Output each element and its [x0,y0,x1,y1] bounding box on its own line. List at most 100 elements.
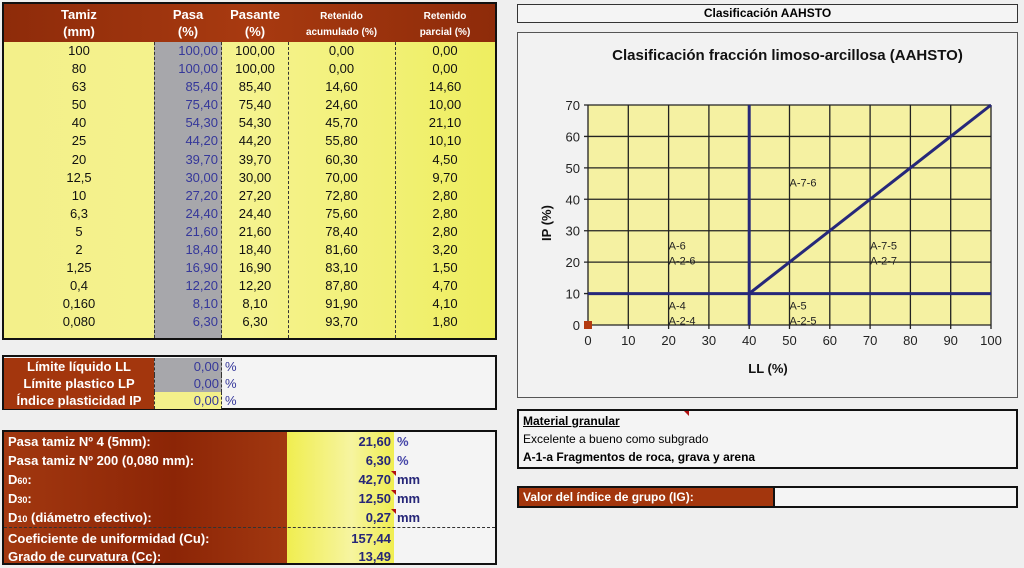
retenido-parcial-cell: 0,00 [432,61,458,77]
x-axis-label: LL (%) [748,361,787,376]
limit-row-ll: Límite líquido LL 0,00 % [4,358,495,375]
pasante-cell: 75,40 [238,97,272,113]
pasa-input[interactable]: 44,20 [185,133,218,149]
group-index-label: Valor del índice de grupo (IG): [519,488,775,506]
retenido-acumulado-cell: 81,60 [325,242,358,258]
x-tick-label: 90 [943,333,957,348]
param-label: D10 (diámetro efectivo): [8,510,152,525]
table-row: 0,4 12,20 12,20 87,80 4,70 [4,277,495,295]
table-row: 50 75,40 75,40 24,60 10,00 [4,96,495,114]
comment-indicator-icon[interactable] [391,471,396,476]
y-tick-label: 50 [566,161,580,176]
retenido-acumulado-cell: 0,00 [328,61,355,77]
tamiz-cell: 0,160 [62,296,96,312]
x-tick-label: 80 [903,333,917,348]
param-value: 0,27 [365,510,391,525]
group-index: Valor del índice de grupo (IG): [517,486,1018,508]
pasa-input[interactable]: 27,20 [185,187,218,203]
limit-label: Límite líquido LL [4,358,154,375]
param-label: Pasa tamiz Nº 200 (0,080 mm): [8,453,195,468]
pasa-input[interactable]: 85,40 [185,79,218,95]
params-divider [4,527,495,528]
pasa-input[interactable]: 6,30 [192,314,218,330]
retenido-parcial-cell: 4,50 [432,151,458,167]
pasa-input[interactable]: 100,00 [178,61,218,77]
pasa-input[interactable]: 8,10 [192,296,218,312]
retenido-parcial-cell: 0,00 [432,43,458,58]
limit-label: Índice plasticidad IP [4,392,154,409]
table-row: 2 18,40 18,40 81,60 3,20 [4,241,495,259]
param-unit: mm [397,510,421,525]
param-value: 6,30 [365,453,391,468]
pasa-input[interactable]: 75,40 [185,97,218,113]
pasa-input[interactable]: 54,30 [185,115,218,131]
header-retenido-parcial: Retenido parcial (%) [419,11,471,38]
ll-input[interactable]: 0,00 [154,358,222,375]
pasa-input[interactable]: 100,00 [178,43,218,58]
comment-indicator-icon[interactable] [684,411,689,416]
param-label: D60: [8,472,32,487]
retenido-parcial-cell: 1,50 [432,260,458,276]
retenido-parcial-cell: 4,10 [432,296,458,312]
result-title: Material granular [523,414,620,428]
table-row: 100 100,00 100,00 0,00 0,00 [4,42,495,60]
pasa-input[interactable]: 39,70 [185,151,218,167]
x-tick-label: 70 [863,333,877,348]
pasa-input[interactable]: 24,40 [185,205,218,221]
table-row: 20 39,70 39,70 60,30 4,50 [4,151,495,169]
y-tick-label: 40 [566,192,580,207]
pasante-cell: 85,40 [238,79,272,95]
retenido-parcial-cell: 10,10 [428,133,462,149]
param-label: D30: [8,491,32,506]
x-tick-label: 0 [584,333,591,348]
retenido-parcial-cell: 9,70 [432,169,458,185]
chart-title: Clasificación fracción limoso-arcillosa … [612,47,963,64]
x-tick-label: 60 [823,333,837,348]
param-value: 21,60 [358,434,391,449]
param-row-cu: Coeficiente de uniformidad (Cu): 157,44 [4,529,495,548]
pasa-input[interactable]: 16,90 [185,260,218,276]
comment-indicator-icon[interactable] [391,490,396,495]
param-unit: % [397,453,409,468]
tamiz-cell: 12,5 [66,169,92,185]
tamiz-cell: 63 [71,79,87,95]
column-divider [288,42,289,338]
y-tick-label: 10 [566,287,580,302]
x-tick-label: 40 [742,333,756,348]
retenido-parcial-cell: 21,10 [428,115,462,131]
pasante-cell: 54,30 [238,115,272,131]
tamiz-cell: 80 [71,61,87,77]
pasa-input[interactable]: 12,20 [185,278,218,294]
zone-label: A-6 [669,241,686,253]
limit-label: Límite plastico LP [4,375,154,392]
zone-label: A-2-4 [669,315,696,327]
param-row-d10: D10 (diámetro efectivo): 0,27 mm [4,508,495,527]
table-row: 80 100,00 100,00 0,00 0,00 [4,60,495,78]
tamiz-cell: 0,080 [62,314,96,330]
retenido-parcial-cell: 4,70 [432,278,458,294]
ip-value: 0,00 [154,392,222,409]
pasante-cell: 12,20 [238,278,272,294]
retenido-acumulado-cell: 75,60 [325,205,358,221]
chart-plot: 0 10 20 30 40 50 60 70 80 90 100 0 10 20 30 40 50 60 70 A-6… [539,98,1002,376]
tamiz-cell: 10 [71,187,87,203]
table-row: 1,25 16,90 16,90 83,10 1,50 [4,259,495,277]
pasante-cell: 21,60 [238,223,272,239]
comment-indicator-icon[interactable] [391,509,396,514]
zone-label: A-2-5 [790,315,817,327]
tamiz-cell: 25 [71,133,87,149]
x-tick-label: 100 [980,333,1002,348]
lp-input[interactable]: 0,00 [154,375,222,392]
group-index-value [777,488,1016,506]
pasa-column-bg [154,42,222,338]
param-row-d30: D30: 12,50 mm [4,489,495,508]
pasa-input[interactable]: 30,00 [185,169,218,185]
result-group: A-1-a Fragmentos de roca, grava y arena [523,450,756,464]
aashto-chart: Clasificación fracción limoso-arcillosa … [517,32,1018,398]
tamiz-cell: 1,25 [66,260,92,276]
limit-row-ip: Índice plasticidad IP 0,00 % [4,392,495,409]
pasa-input[interactable]: 21,60 [185,223,218,239]
pasa-input[interactable]: 18,40 [185,242,218,258]
param-value: 12,50 [358,491,391,506]
retenido-parcial-cell: 1,80 [432,314,458,330]
